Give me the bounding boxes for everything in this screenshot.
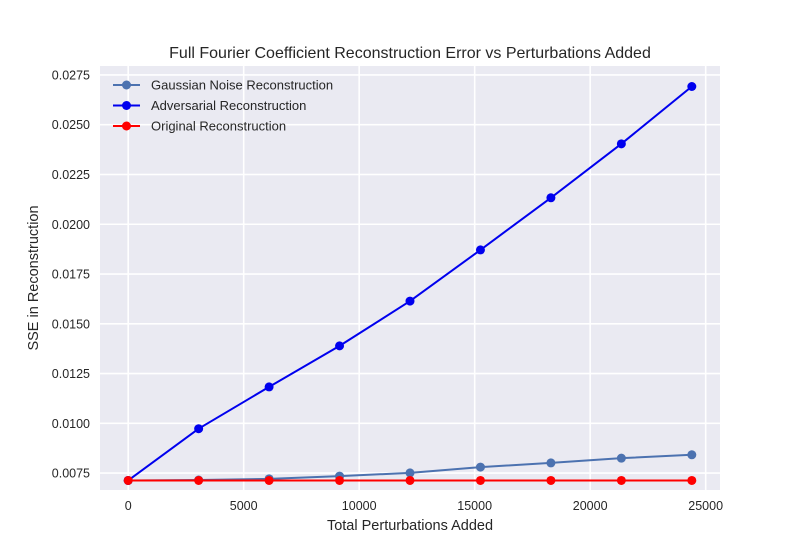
x-tick-label: 25000: [688, 499, 723, 513]
chart-title: Full Fourier Coefficient Reconstruction …: [169, 45, 651, 62]
grid-lines: [100, 66, 720, 490]
y-tick-label: 0.0250: [52, 118, 90, 132]
series-group: [123, 475, 697, 485]
y-axis-ticks: 0.0075 0.0100 0.0125 0.0150 0.0175 0.0200 0.02…: [52, 68, 90, 480]
legend-item: Gaussian Noise Reconstruction: [113, 78, 333, 93]
data-point: [405, 475, 415, 485]
y-tick-label: 0.0225: [52, 168, 90, 182]
data-point: [687, 450, 697, 460]
x-tick-label: 10000: [342, 499, 377, 513]
data-point: [194, 475, 204, 485]
legend-label: Adversarial Reconstruction: [151, 98, 306, 113]
legend-marker: [122, 80, 131, 90]
legend-marker: [122, 101, 131, 110]
y-tick-label: 0.0175: [52, 268, 90, 282]
data-point: [616, 453, 626, 463]
data-point: [616, 475, 626, 485]
y-tick-label: 0.0100: [52, 417, 90, 431]
legend-item: Original Reconstruction: [113, 119, 286, 134]
legend-marker: [122, 121, 131, 131]
legend-label: Gaussian Noise Reconstruction: [151, 78, 333, 93]
y-tick-label: 0.0150: [52, 317, 90, 331]
data-point: [194, 424, 204, 434]
data-point: [264, 475, 274, 485]
x-tick-label: 5000: [230, 499, 258, 513]
data-point: [405, 468, 415, 478]
data-point: [687, 82, 697, 92]
data-point: [616, 139, 626, 149]
legend: Gaussian Noise Reconstruction Adversarial…: [113, 78, 333, 134]
legend-item: Adversarial Reconstruction: [113, 98, 306, 113]
series-layer: [123, 82, 697, 485]
data-point: [405, 296, 415, 306]
y-tick-label: 0.0075: [52, 467, 90, 481]
x-tick-label: 0: [125, 499, 132, 513]
data-point: [335, 341, 345, 351]
y-tick-label: 0.0200: [52, 218, 90, 232]
data-point: [475, 462, 485, 472]
legend-label: Original Reconstruction: [151, 119, 286, 134]
data-point: [264, 382, 274, 392]
data-point: [546, 475, 556, 485]
data-point: [546, 193, 556, 203]
y-axis-label: SSE in Reconstruction: [26, 205, 42, 350]
data-point: [475, 245, 485, 255]
data-point: [123, 475, 133, 485]
data-point: [475, 475, 485, 485]
data-point: [546, 458, 556, 468]
x-axis-label: Total Perturbations Added: [327, 518, 493, 534]
x-axis-ticks: 0 5000 10000 15000 20000 25000: [125, 499, 723, 513]
x-tick-label: 15000: [457, 499, 492, 513]
data-point: [335, 475, 345, 485]
y-tick-label: 0.0275: [52, 68, 90, 82]
x-tick-label: 20000: [573, 499, 608, 513]
data-point: [687, 475, 697, 485]
y-tick-label: 0.0125: [52, 367, 90, 381]
plot-area: [100, 66, 720, 490]
series-group: [123, 82, 697, 485]
